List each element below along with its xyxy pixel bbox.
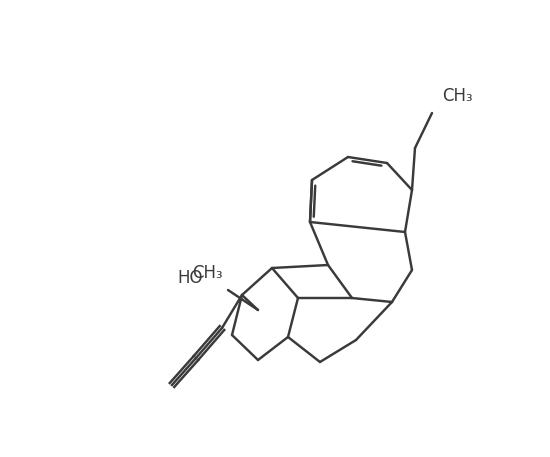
Text: HO: HO <box>178 269 203 287</box>
Text: CH₃: CH₃ <box>192 264 223 282</box>
Text: CH₃: CH₃ <box>442 87 472 105</box>
